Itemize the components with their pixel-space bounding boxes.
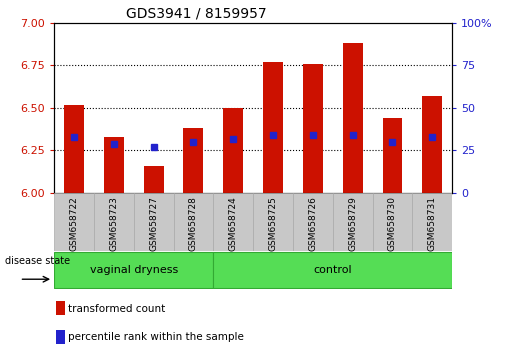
Bar bbox=[422, 96, 442, 193]
Bar bbox=[134, 193, 174, 251]
Bar bbox=[372, 193, 413, 251]
Bar bbox=[293, 193, 333, 251]
Bar bbox=[56, 330, 65, 344]
Text: GSM658729: GSM658729 bbox=[348, 196, 357, 251]
Text: GSM658724: GSM658724 bbox=[229, 196, 238, 251]
Bar bbox=[54, 252, 213, 288]
Bar bbox=[333, 193, 372, 251]
Text: disease state: disease state bbox=[5, 256, 70, 266]
Bar bbox=[104, 137, 124, 193]
Bar bbox=[56, 301, 65, 315]
Text: GDS3941 / 8159957: GDS3941 / 8159957 bbox=[126, 6, 266, 21]
Bar bbox=[174, 193, 213, 251]
Text: GSM658728: GSM658728 bbox=[189, 196, 198, 251]
Text: GSM658731: GSM658731 bbox=[428, 196, 437, 251]
Bar bbox=[183, 129, 203, 193]
Bar bbox=[383, 118, 402, 193]
Bar bbox=[94, 193, 134, 251]
Text: GSM658730: GSM658730 bbox=[388, 196, 397, 251]
Bar bbox=[413, 193, 452, 251]
Text: GSM658727: GSM658727 bbox=[149, 196, 158, 251]
Bar bbox=[263, 62, 283, 193]
Text: control: control bbox=[314, 265, 352, 275]
Bar bbox=[213, 252, 452, 288]
Text: GSM658723: GSM658723 bbox=[109, 196, 118, 251]
Text: GSM658722: GSM658722 bbox=[70, 196, 78, 251]
Text: GSM658726: GSM658726 bbox=[308, 196, 317, 251]
Text: vaginal dryness: vaginal dryness bbox=[90, 265, 178, 275]
Text: GSM658725: GSM658725 bbox=[268, 196, 278, 251]
Bar bbox=[64, 104, 84, 193]
Bar bbox=[303, 64, 323, 193]
Bar bbox=[224, 108, 243, 193]
Bar bbox=[213, 193, 253, 251]
Text: transformed count: transformed count bbox=[68, 303, 165, 314]
Bar bbox=[253, 193, 293, 251]
Bar bbox=[54, 193, 94, 251]
Text: percentile rank within the sample: percentile rank within the sample bbox=[68, 332, 244, 342]
Bar bbox=[144, 166, 164, 193]
Bar bbox=[342, 44, 363, 193]
